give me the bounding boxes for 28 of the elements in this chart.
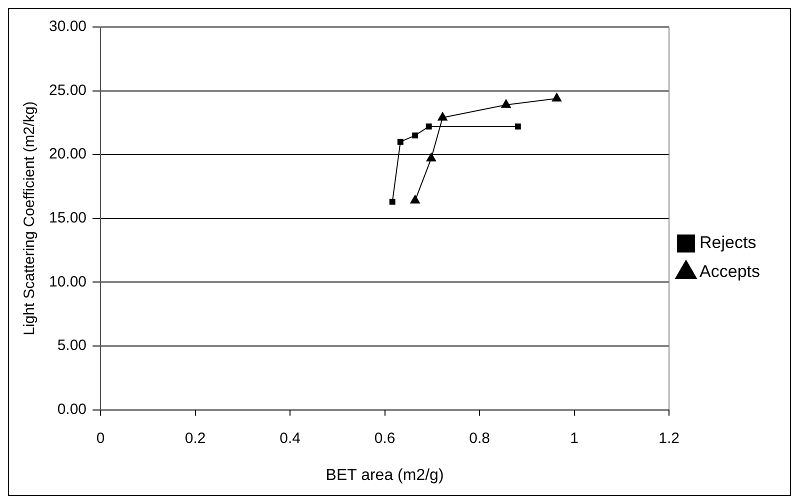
point [552, 92, 562, 102]
point [514, 124, 521, 130]
y-tick-label: 0.00 [57, 400, 87, 418]
point [438, 112, 448, 121]
legend-label: Accepts [700, 262, 760, 282]
y-tick-label: 25.00 [48, 82, 87, 99]
y-tick-label: 5.00 [57, 337, 87, 354]
point [426, 124, 432, 130]
point [389, 198, 396, 205]
x-tick-label: 0.4 [280, 430, 300, 447]
x-tick-label: 0.6 [374, 430, 396, 447]
x-tick-label: 0 [96, 430, 105, 447]
x-tick-label: 1.2 [658, 430, 680, 447]
y-tick-label: 20.00 [48, 146, 87, 163]
x-tick-label: 1 [570, 430, 578, 447]
y-tick-label: 30.00 [48, 18, 87, 36]
y-axis-title: Light Scattering Coefficient (m2/kg) [21, 101, 38, 336]
x-tick-label: 0.8 [469, 430, 490, 447]
point [397, 138, 404, 145]
legend-label: Rejects [700, 233, 756, 252]
x-axis-title: BET area (m2/g) [326, 466, 444, 484]
point [501, 99, 511, 108]
point [410, 195, 420, 204]
y-tick-label: 15.00 [48, 210, 87, 227]
point [426, 152, 436, 162]
point [412, 132, 418, 138]
y-tick-label: 10.00 [48, 273, 87, 290]
x-tick-label: 0.2 [184, 430, 206, 447]
